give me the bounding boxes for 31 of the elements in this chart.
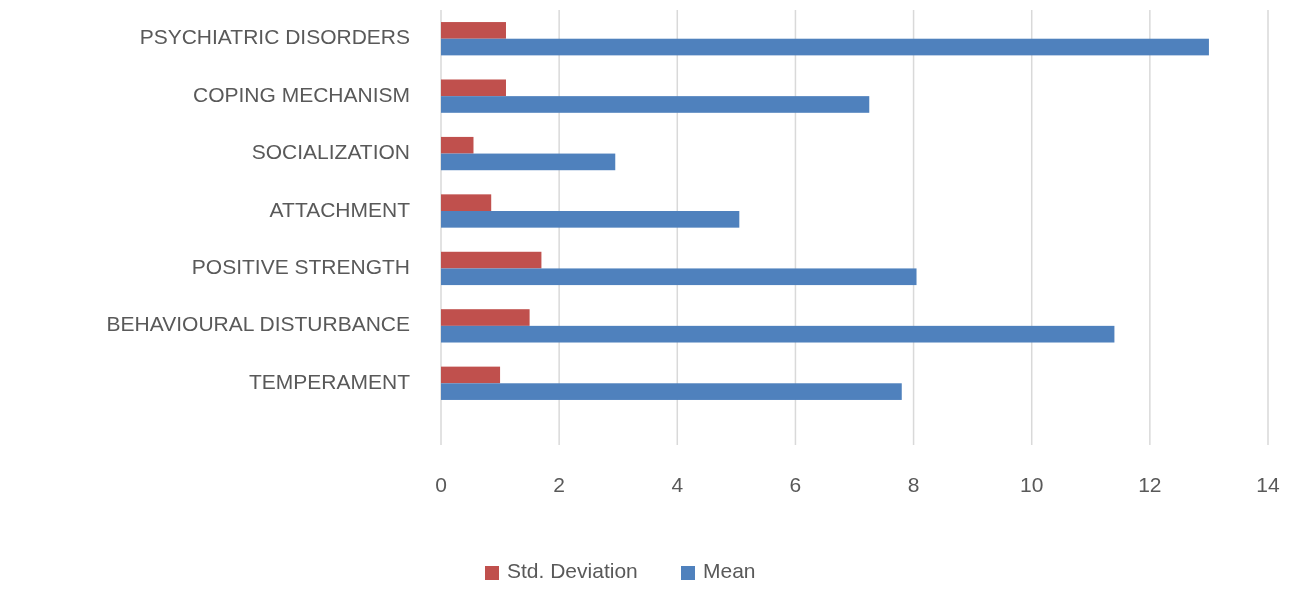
bar [441,325,1115,343]
y-tick-label: PSYCHIATRIC DISORDERS [139,25,410,49]
bar [441,96,870,113]
y-tick-label: COPING MECHANISM [192,82,410,106]
legend-label: Std. Deviation [507,559,638,582]
bar [441,211,740,228]
bar [441,309,530,326]
bar [441,251,542,269]
bar [441,22,506,39]
x-tick-label: 8 [907,473,920,496]
bar [441,194,492,211]
y-tick-label: SOCIALIZATION [251,140,410,164]
x-tick-label: 10 [1020,473,1044,496]
y-tick-label: ATTACHMENT [269,197,411,221]
bar [441,153,616,171]
bar [441,383,902,400]
bar [441,79,506,97]
y-tick-label: BEHAVIOURAL DISTURBANCE [106,312,410,336]
bar [441,268,917,286]
x-tick-label: 6 [789,473,802,496]
bar [441,136,474,154]
x-tick-label: 2 [553,473,565,496]
x-tick-label: 14 [1256,473,1280,496]
x-tick-label: 0 [435,473,447,496]
x-tick-label: 4 [671,473,684,496]
x-tick-label: 12 [1138,473,1162,496]
bar [441,38,1209,56]
bar [441,366,501,384]
y-tick-label: POSITIVE STRENGTH [191,254,410,278]
y-tick-label: TEMPERAMENT [248,369,411,393]
legend-label: Mean [703,559,756,582]
